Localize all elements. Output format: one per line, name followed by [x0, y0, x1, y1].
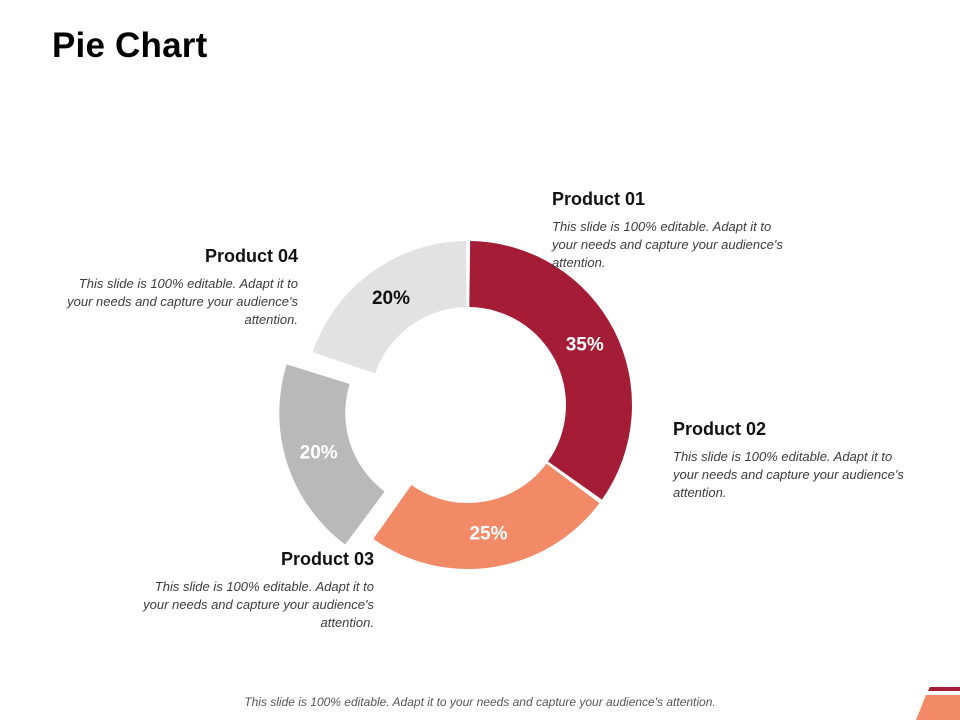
chart-data-labels: 20% 35% 25% 20%: [300, 288, 604, 544]
page-title: Pie Chart: [52, 26, 208, 65]
legend-product-01: Product 01 This slide is 100% editable. …: [552, 189, 812, 272]
corner-decoration: [916, 687, 960, 720]
data-label-product-02: 35%: [566, 335, 604, 356]
product-01-description: This slide is 100% editable. Adapt it to…: [552, 219, 783, 270]
product-02-title: Product 02: [673, 419, 767, 439]
slice-product-02: [469, 241, 632, 500]
product-03-description: This slide is 100% editable. Adapt it to…: [143, 579, 374, 630]
slice-product-03: [373, 463, 600, 569]
data-label-product-04: 20%: [300, 443, 338, 464]
slice-product-01: [312, 241, 467, 374]
legend-product-03: Product 03 This slide is 100% editable. …: [114, 549, 374, 632]
legend-product-04: Product 04 This slide is 100% editable. …: [38, 246, 298, 329]
legend-product-02: Product 02 This slide is 100% editable. …: [673, 419, 933, 502]
slice-product-04: [279, 364, 385, 545]
product-04-title: Product 04: [204, 246, 298, 266]
corner-stripe-dark: [928, 687, 960, 691]
product-03-title: Product 03: [280, 549, 374, 569]
product-02-description: This slide is 100% editable. Adapt it to…: [673, 449, 904, 500]
data-label-product-03: 25%: [469, 523, 507, 544]
footer-note: This slide is 100% editable. Adapt it to…: [244, 695, 716, 709]
corner-stripe-light: [916, 695, 960, 720]
product-04-description: This slide is 100% editable. Adapt it to…: [67, 276, 298, 327]
chart-slices: [279, 241, 632, 569]
data-label-product-01: 20%: [372, 288, 410, 309]
product-01-title: Product 01: [552, 189, 646, 209]
